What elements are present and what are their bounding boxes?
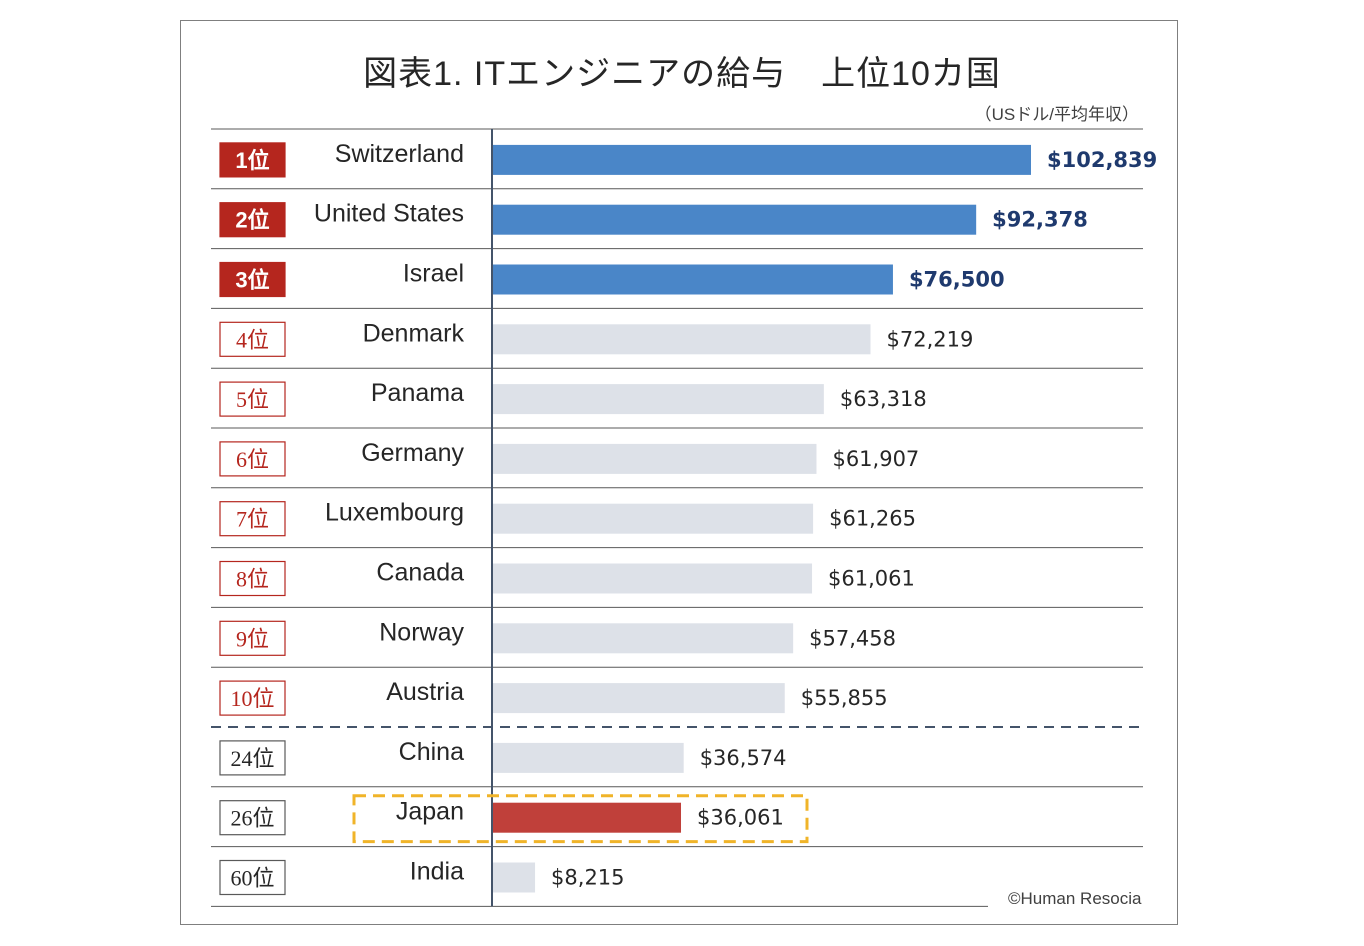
rank-label: 60位 (230, 866, 274, 891)
chart-title: 図表1. ITエンジニアの給与 上位10カ国 (363, 55, 1001, 93)
bar (492, 683, 785, 714)
bar (492, 144, 1031, 175)
country-label: Austria (386, 678, 464, 706)
rank-badge (219, 321, 286, 357)
rank-badge (219, 620, 286, 656)
rank-badge (219, 800, 286, 836)
country-label: Japan (396, 798, 464, 826)
rank-label: 2位 (235, 208, 269, 233)
value-label: $36,061 (697, 806, 784, 830)
rank-label: 5位 (236, 387, 269, 412)
rank-label: 1位 (235, 148, 269, 173)
value-label: $61,265 (829, 507, 916, 531)
rank-badge (219, 740, 286, 776)
rank-label: 7位 (236, 507, 269, 532)
bar (492, 264, 893, 295)
country-label: India (410, 858, 464, 886)
rank-label: 6位 (236, 447, 269, 472)
rank-label: 3位 (235, 268, 269, 293)
value-label: $8,215 (551, 866, 624, 890)
bar (492, 563, 813, 594)
value-label: $57,458 (809, 626, 896, 650)
value-label: $92,378 (992, 208, 1088, 232)
rank-label: 8位 (236, 567, 269, 592)
rank-badge (219, 560, 286, 597)
highlight-box (352, 794, 809, 844)
rank-label: 4位 (236, 327, 269, 352)
bar (492, 742, 684, 773)
rank-badge (219, 501, 286, 537)
rank-badge (219, 859, 286, 896)
country-label: Panama (371, 379, 464, 407)
country-label: Israel (403, 260, 464, 288)
country-label: Norway (379, 618, 464, 646)
bar (492, 802, 682, 833)
copyright: ©Human Resocia (1008, 889, 1142, 908)
value-label: $76,500 (909, 268, 1005, 292)
country-label: United States (314, 200, 464, 228)
country-label: Luxembourg (325, 499, 464, 527)
value-label: $61,061 (828, 567, 915, 591)
rank-badge (219, 441, 286, 477)
rank-badge (219, 142, 286, 178)
bar (492, 443, 817, 474)
bar (492, 384, 824, 415)
value-label: $102,839 (1047, 148, 1157, 172)
rank-badge (219, 680, 286, 716)
rank-label: 26位 (230, 806, 274, 831)
rank-label: 24位 (230, 746, 274, 771)
bar (492, 204, 977, 235)
country-label: Denmark (363, 319, 465, 347)
rank-label: 9位 (236, 626, 269, 651)
bar (492, 503, 814, 534)
country-label: Germany (361, 439, 464, 467)
value-label: $72,219 (887, 327, 974, 351)
value-label: $36,574 (700, 746, 787, 770)
country-label: Canada (376, 559, 464, 587)
bar (492, 623, 794, 654)
unit-note: （USドル/平均年収） (974, 105, 1139, 124)
rank-badge (219, 261, 286, 298)
value-label: $63,318 (840, 387, 927, 411)
rank-label: 10位 (230, 686, 274, 711)
rank-badge (219, 381, 286, 417)
bar (492, 324, 871, 355)
value-label: $55,855 (801, 686, 888, 710)
rank-badge (219, 202, 286, 238)
bar (492, 862, 536, 893)
country-label: Switzerland (335, 140, 464, 168)
country-label: China (399, 738, 464, 766)
value-label: $61,907 (832, 447, 919, 471)
